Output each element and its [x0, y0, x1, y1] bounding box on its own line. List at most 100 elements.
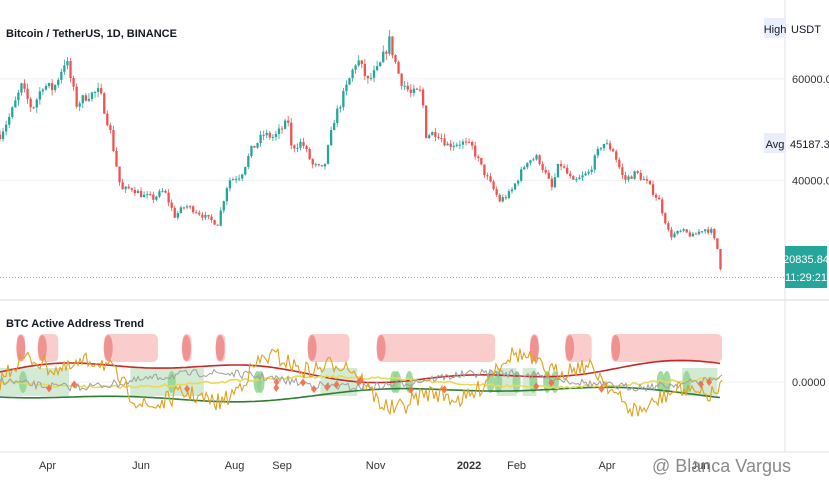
candle-body	[587, 171, 590, 174]
candle-body	[584, 173, 587, 176]
candle-body	[90, 92, 94, 99]
bullish-marker	[656, 371, 665, 393]
candle-body	[213, 220, 216, 225]
candle-body	[372, 70, 376, 78]
candle-body	[210, 216, 213, 221]
candle-body	[256, 143, 259, 148]
candle-body	[703, 229, 707, 232]
last-price-value: 20835.84	[783, 254, 829, 266]
candle-body	[81, 95, 84, 104]
candle-body	[446, 143, 449, 146]
candle-body	[93, 91, 97, 93]
candle-body	[152, 194, 155, 200]
candle-body	[1, 131, 5, 140]
candle-body	[112, 130, 115, 151]
signal-marker	[333, 380, 340, 389]
candle-body	[29, 98, 32, 108]
time-tick-label: Sep	[272, 460, 292, 472]
candle-body	[596, 148, 599, 156]
candle-body	[495, 189, 498, 195]
signal-marker	[533, 382, 540, 391]
avg-label-box	[764, 133, 786, 153]
bearish-zone-cap	[565, 335, 575, 361]
candle-body	[602, 143, 606, 149]
candle-body	[38, 91, 42, 100]
bullish-marker	[167, 371, 176, 393]
candle-body	[443, 138, 446, 146]
candle-body	[673, 233, 676, 238]
candle-body	[615, 151, 618, 160]
bearish-zone-cap	[215, 335, 225, 361]
candle-body	[54, 85, 57, 91]
candle-body	[645, 179, 649, 181]
candle-body	[578, 177, 581, 180]
bearish-zone	[308, 334, 350, 362]
candle-body	[572, 176, 575, 180]
candle-body	[538, 155, 541, 164]
bearish-zone-cap	[103, 335, 113, 361]
candle-body	[4, 124, 8, 132]
candle-body	[106, 113, 109, 126]
time-tick-label: Apr	[598, 460, 615, 472]
candle-body	[290, 122, 293, 146]
candle-body	[250, 145, 253, 157]
candle-body	[60, 71, 63, 80]
candle-body	[667, 223, 670, 230]
candle-body	[299, 141, 302, 148]
candle-body	[716, 238, 719, 250]
candle-body	[351, 69, 354, 79]
candle-body	[550, 178, 553, 188]
candle-body	[440, 137, 443, 139]
candle-body	[569, 173, 572, 177]
candle-body	[633, 171, 636, 179]
candle-body	[642, 179, 645, 181]
candle-body	[707, 229, 710, 233]
candle-body	[474, 145, 477, 157]
candle-body	[400, 73, 403, 86]
candle-body	[69, 61, 72, 78]
candle-body	[311, 159, 314, 165]
price-tick-label: 60000.00	[792, 74, 829, 86]
candle-body	[532, 159, 535, 161]
bearish-zone-cap	[376, 335, 386, 361]
candle-body	[47, 83, 51, 87]
candle-body	[124, 186, 127, 190]
bearish-zone-cap	[611, 335, 621, 361]
candle-body	[161, 190, 164, 192]
currency-label: USDT	[791, 24, 821, 36]
axes-layer: 60000.00 40000.00 0.0000 Apr Jun Aug Sep Nov 202…	[39, 74, 829, 472]
candle-body	[118, 166, 121, 183]
candle-body	[244, 166, 247, 175]
candle-body	[277, 128, 281, 135]
candle-body	[115, 150, 118, 167]
candle-body	[280, 128, 284, 130]
time-tick-label: Nov	[366, 460, 386, 472]
oscillator-line	[0, 347, 723, 417]
candle-body	[391, 36, 394, 56]
signal-marker	[273, 383, 280, 392]
candle-body	[262, 134, 265, 136]
candle-body	[685, 229, 688, 233]
candle-body	[274, 134, 278, 137]
candle-body	[366, 75, 370, 79]
signal-marker	[184, 384, 191, 393]
last-price-badge	[785, 246, 827, 288]
candle-body	[553, 177, 557, 188]
bearish-zone-cap	[307, 335, 317, 361]
candle-body	[109, 125, 112, 131]
high-label: High	[764, 24, 787, 36]
candle-body	[241, 174, 244, 179]
signal-marker	[697, 380, 704, 389]
candle-body	[412, 88, 416, 93]
candle-body	[513, 183, 517, 190]
candle-body	[590, 169, 593, 172]
candle-body	[195, 212, 198, 214]
candle-body	[470, 142, 474, 146]
candle-body	[139, 190, 143, 198]
candle-body	[510, 189, 514, 192]
candle-body	[333, 123, 336, 131]
candle-body	[658, 197, 661, 200]
candle-body	[406, 85, 409, 90]
candle-body	[434, 132, 437, 137]
